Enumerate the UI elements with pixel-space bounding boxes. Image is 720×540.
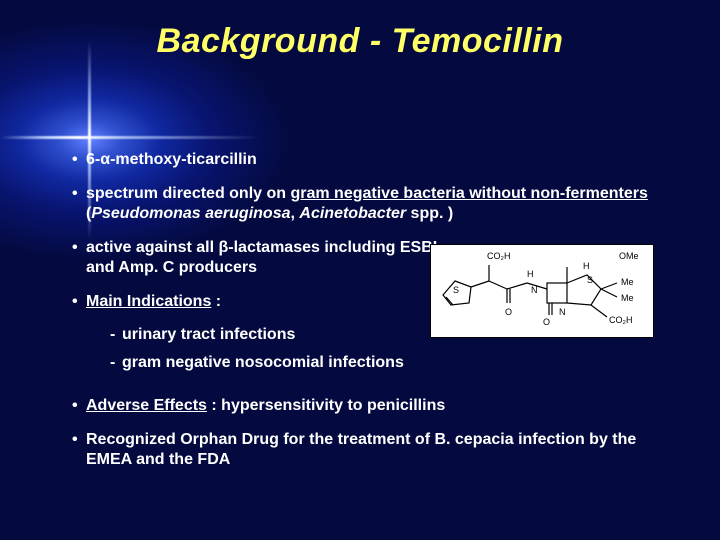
text-underlined: gram negative bacteria without non-ferme… bbox=[290, 185, 647, 202]
structure-svg: CO₂H CO₂H OMe H H N N S S O O Me Me bbox=[431, 245, 653, 337]
label-me2: Me bbox=[621, 293, 634, 303]
bullet-orphan: Recognized Orphan Drug for the treatment… bbox=[72, 430, 682, 470]
label-o1: O bbox=[505, 307, 512, 317]
text-italic: Pseudomonas aeruginosa bbox=[91, 205, 290, 222]
label-me1: Me bbox=[621, 277, 634, 287]
text: Recognized Orphan Drug for the treatment… bbox=[86, 431, 636, 468]
label-n2: N bbox=[559, 307, 566, 317]
label-ome: OMe bbox=[619, 251, 639, 261]
sub-bullet-nosocomial: gram negative nosocomial infections bbox=[110, 354, 682, 372]
bullet-activity: active against all β-lactamases includin… bbox=[72, 238, 446, 278]
text: gram negative nosocomial infections bbox=[122, 354, 404, 371]
text: urinary tract infections bbox=[122, 326, 295, 343]
text: 6-α-methoxy-ticarcillin bbox=[86, 151, 257, 168]
text-underlined: Main Indications bbox=[86, 293, 211, 310]
slide-title: Background - Temocillin bbox=[0, 22, 720, 61]
label-co2h-top: CO₂H bbox=[487, 251, 511, 261]
label-n1: N bbox=[531, 285, 538, 295]
text: spp. ) bbox=[406, 205, 453, 222]
text: : bbox=[211, 293, 221, 310]
slide: Background - Temocillin 6-α-methoxy-tica… bbox=[0, 0, 720, 540]
label-h2: H bbox=[583, 261, 590, 271]
bullet-compound: 6-α-methoxy-ticarcillin bbox=[72, 150, 682, 170]
label-o2: O bbox=[543, 317, 550, 327]
text: : hypersensitivity to penicillins bbox=[207, 397, 445, 414]
chemical-structure: CO₂H CO₂H OMe H H N N S S O O Me Me bbox=[430, 244, 654, 338]
label-s2: S bbox=[587, 275, 593, 285]
label-s1: S bbox=[453, 285, 459, 295]
text: spectrum directed only on bbox=[86, 185, 290, 202]
text-italic: Acinetobacter bbox=[299, 205, 406, 222]
bullet-adverse: Adverse Effects : hypersensitivity to pe… bbox=[72, 396, 682, 416]
text: active against all β-lactamases includin… bbox=[86, 239, 442, 276]
label-co2h-bot: CO₂H bbox=[609, 315, 633, 325]
lens-flare-horizontal bbox=[0, 136, 260, 139]
text-underlined: Adverse Effects bbox=[86, 397, 207, 414]
label-h1: H bbox=[527, 269, 534, 279]
bullet-spectrum: spectrum directed only on gram negative … bbox=[72, 184, 682, 224]
